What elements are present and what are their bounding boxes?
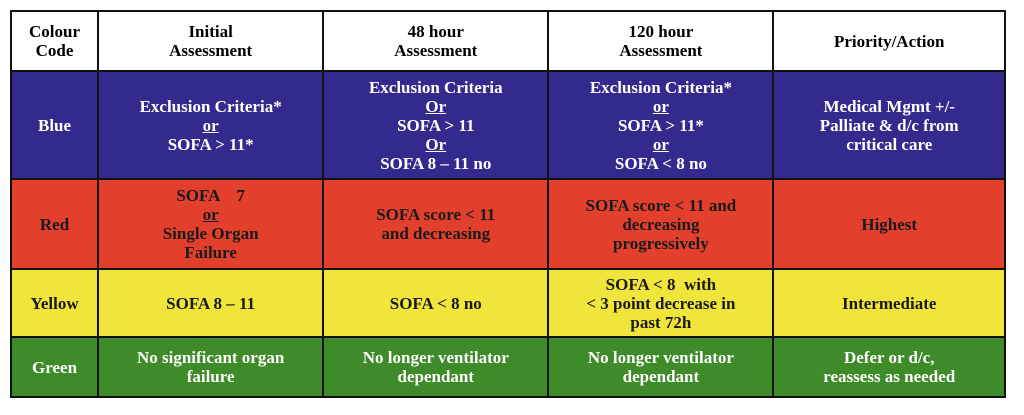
header-120-hour-assessment: 120 hour Assessment [547,10,775,72]
cell-connector: or [652,96,669,116]
cell-line: Highest [861,214,918,234]
header-48-hour-assessment: 48 hour Assessment [322,10,550,72]
cell-line: past 72h [630,312,692,332]
header-row: Colour Code Initial Assessment 48 hour A… [9,10,1006,72]
cell-line: No significant organ [136,348,285,367]
cell-line: SOFA score < 11 and [585,195,737,215]
cell-line: SOFA 7 [176,186,245,205]
cell-line: SOFA > 11* [167,134,254,154]
120-hour-assessment-cell: Exclusion Criteria* or SOFA > 11* or SOF… [547,70,775,180]
header-line: Assessment [619,41,703,60]
cell-line: SOFA < 8 no [389,293,482,313]
cell-line: SOFA > 11* [617,115,704,135]
120-hour-assessment-cell: No longer ventilator dependant [547,336,775,398]
initial-assessment-cell: No significant organ failure [97,336,325,398]
cell-line: SOFA 8 – 11 no [380,153,492,173]
header-line: 48 hour [407,22,464,41]
priority-action-cell: Defer or d/c, reassess as needed [772,336,1006,398]
cell-line: SOFA 8 – 11 [166,293,256,313]
cell-line: < 3 point decrease in [586,293,736,313]
header-colour-code: Colour Code [9,10,100,72]
priority-action-cell: Intermediate [772,268,1006,338]
cell-line: failure [186,367,235,386]
cell-connector: or [652,134,669,154]
cell-line: Medical Mgmt +/- [823,96,955,116]
initial-assessment-cell: SOFA 7 or Single Organ Failure [97,178,325,270]
cell-line: Palliate & d/c from [819,115,959,135]
120-hour-assessment-cell: SOFA < 8 with < 3 point decrease in past… [547,268,775,338]
header-priority-action: Priority/Action [772,10,1006,72]
row-yellow: Yellow SOFA 8 – 11 SOFA < 8 no SOFA < 8 … [9,268,1006,338]
header-line: Initial [188,22,233,41]
cell-line: Exclusion Criteria* [139,96,282,116]
header-initial-assessment: Initial Assessment [97,10,325,72]
cell-line: Single Organ [162,224,259,243]
cell-connector: Or [425,96,447,116]
cell-connector: Or [425,134,447,154]
cell-line: reassess as needed [823,367,956,386]
cell-line: dependant [397,367,475,386]
48-hour-assessment-cell: SOFA score < 11 and decreasing [322,178,550,270]
cell-line: Exclusion Criteria [368,77,503,97]
colour-code-cell: Green [9,336,100,398]
cell-line: SOFA < 8 with [605,274,717,294]
initial-assessment-cell: Exclusion Criteria* or SOFA > 11* [97,70,325,180]
header-line: 120 hour [628,22,694,41]
triage-table-container: Colour Code Initial Assessment 48 hour A… [9,10,1006,398]
priority-action-cell: Highest [772,178,1006,270]
48-hour-assessment-cell: No longer ventilator dependant [322,336,550,398]
row-green: Green No significant organ failure No lo… [9,336,1006,398]
cell-line: SOFA > 11 [397,115,475,135]
colour-code-cell: Red [9,178,100,270]
cell-line: dependant [622,367,700,386]
priority-action-cell: Medical Mgmt +/- Palliate & d/c from cri… [772,70,1006,180]
cell-line: SOFA < 8 no [614,153,707,173]
cell-line: No longer ventilator [362,348,509,367]
header-line: Priority/Action [833,31,945,51]
cell-line: Intermediate [842,293,937,313]
cell-line: and decreasing [381,224,491,243]
cell-connector: or [202,205,219,224]
cell-line: critical care [846,134,933,154]
cell-connector: or [202,115,219,135]
cell-line: decreasing [622,214,700,234]
cell-line: SOFA score < 11 [376,205,496,224]
cell-line: Failure [184,243,237,262]
cell-line: Exclusion Criteria* [589,77,732,97]
cell-line: No longer ventilator [587,348,734,367]
row-red: Red SOFA 7 or Single Organ Failure SOFA … [9,178,1006,270]
colour-code-cell: Yellow [9,268,100,338]
48-hour-assessment-cell: SOFA < 8 no [322,268,550,338]
colour-code-cell: Blue [9,70,100,180]
header-line: Code [35,41,74,60]
header-line: Colour [29,22,81,41]
header-line: Assessment [169,41,253,60]
row-blue: Blue Exclusion Criteria* or SOFA > 11* E… [9,70,1006,180]
cell-line: progressively [613,233,709,253]
triage-table: Colour Code Initial Assessment 48 hour A… [9,10,1006,398]
cell-line: Defer or d/c, [843,348,935,367]
48-hour-assessment-cell: Exclusion Criteria Or SOFA > 11 Or SOFA … [322,70,550,180]
120-hour-assessment-cell: SOFA score < 11 and decreasing progressi… [547,178,775,270]
initial-assessment-cell: SOFA 8 – 11 [97,268,325,338]
header-line: Assessment [394,41,478,60]
